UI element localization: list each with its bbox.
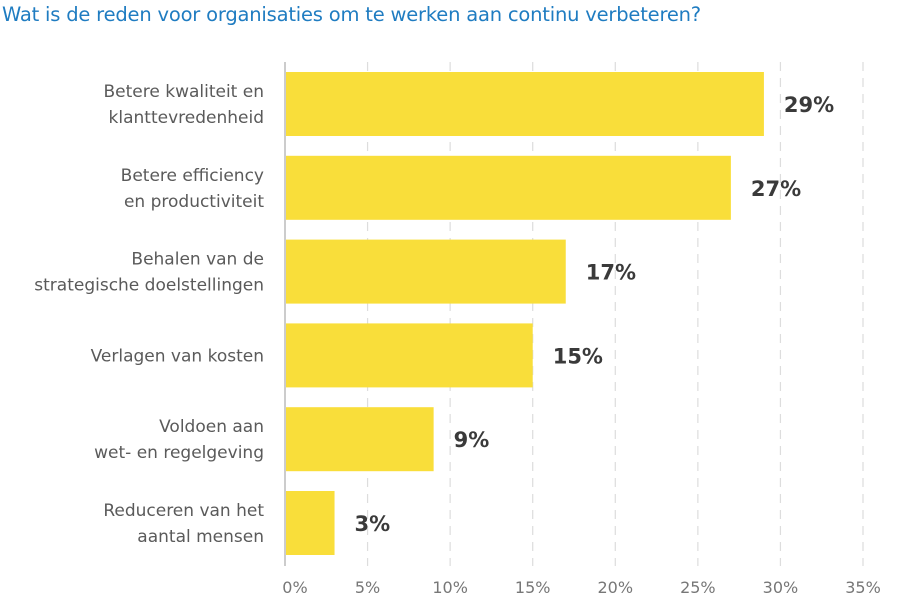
- category-label-line: Reduceren van het: [103, 501, 264, 521]
- x-tick-label: 30%: [763, 578, 799, 597]
- bar: [286, 155, 731, 220]
- category-label-line: aantal mensen: [137, 527, 264, 547]
- category-label: Behalen van de strategische doelstellinge…: [34, 250, 264, 296]
- category-label-line: wet- en regelgeving: [94, 443, 264, 463]
- category-label: Voldoen aan wet- en regelgeving: [94, 417, 264, 463]
- category-label: Betere kwaliteit en klanttevredenheid: [104, 82, 265, 128]
- category-label-line: Voldoen aan: [159, 417, 264, 437]
- x-tick-label: 15%: [515, 578, 551, 597]
- category-label: Verlagen van kosten: [91, 346, 264, 366]
- bar: [286, 407, 434, 472]
- x-tick-label: 10%: [432, 578, 468, 597]
- data-label: 9%: [454, 428, 490, 452]
- chart-title: Wat is de reden voor organisaties om te …: [2, 3, 701, 26]
- category-label-line: en productiviteit: [124, 192, 264, 212]
- bar: [286, 239, 566, 304]
- x-tick-label: 35%: [845, 578, 881, 597]
- category-label-line: Verlagen van kosten: [91, 346, 264, 366]
- x-tick-label: 20%: [598, 578, 634, 597]
- data-label: 15%: [553, 344, 603, 368]
- category-label-line: Betere kwaliteit en: [104, 82, 265, 102]
- x-tick-label: 25%: [680, 578, 716, 597]
- category-label-line: Behalen van de: [131, 250, 264, 270]
- x-tick-label: 0%: [282, 578, 307, 597]
- data-label: 3%: [355, 512, 391, 536]
- data-label: 17%: [586, 261, 636, 285]
- x-tick-label: 5%: [355, 578, 380, 597]
- category-label-line: Betere efficiency: [121, 166, 264, 186]
- category-label-line: strategische doelstellingen: [34, 276, 264, 296]
- bar: [286, 72, 764, 136]
- bar: [286, 491, 335, 555]
- category-label: Reduceren van het aantal mensen: [103, 501, 264, 547]
- data-label: 27%: [751, 177, 801, 201]
- category-label-line: klanttevredenheid: [109, 108, 264, 128]
- data-label: 29%: [784, 93, 834, 117]
- category-label: Betere efficiency en productiviteit: [121, 166, 265, 212]
- bar: [286, 323, 533, 388]
